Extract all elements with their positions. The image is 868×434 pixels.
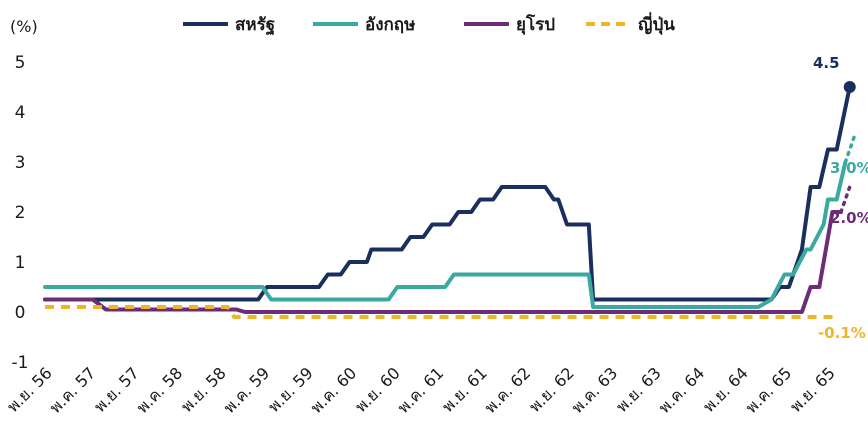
y-tick-label: 2 [15,203,26,223]
y-tick-label: 1 [15,253,26,273]
series-lines [43,81,856,319]
x-tick-label: พ.ย. 57 [90,363,143,416]
legend-label-0: สหรัฐ [235,15,275,36]
legend-label-1: อังกฤษ [365,15,415,35]
series-line-2 [43,210,843,314]
x-tick-label: พ.ค. 63 [568,363,622,417]
end-label-3: -0.1% [818,324,866,342]
series-line-0 [43,85,852,302]
y-tick-label: 3 [15,153,26,173]
x-axis-ticks: พ.ย. 56พ.ค. 57พ.ย. 57พ.ค. 58พ.ย. 58พ.ค. … [3,363,839,417]
x-tick-label: พ.ย. 64 [699,363,752,416]
x-tick-label: พ.ย. 62 [525,363,578,416]
y-tick-label: 5 [15,53,26,73]
x-tick-label: พ.ย. 63 [612,363,665,416]
x-tick-label: พ.ค. 62 [481,363,535,417]
x-tick-label: พ.ย. 60 [351,363,404,416]
x-tick-label: พ.ค. 58 [133,363,187,417]
series-line-1 [43,160,848,309]
x-tick-label: พ.ย. 59 [264,363,317,416]
x-tick-label: พ.ย. 65 [786,363,839,416]
end-label-1: 3.0% [830,159,868,177]
x-tick-label: พ.ค. 60 [307,363,361,417]
y-axis-unit: (%) [10,17,38,36]
end-label-0: 4.5 [813,54,840,72]
series-end-marker-0 [843,81,856,93]
end-label-2: 2.0% [830,209,868,227]
y-tick-label: 4 [15,103,26,123]
legend-label-3: ญี่ปุ่น [638,12,675,35]
x-tick-label: พ.ค. 65 [742,363,796,417]
x-tick-label: พ.ย. 61 [438,363,491,416]
y-axis-ticks: 5 4 3 2 1 0 -1 [12,53,29,373]
y-tick-label: 0 [15,303,26,323]
legend: สหรัฐ อังกฤษ ยุโรป ญี่ปุ่น [183,12,675,36]
x-tick-label: พ.ย. 58 [177,363,230,416]
x-tick-label: พ.ค. 64 [655,363,709,417]
end-labels: 4.5 3.0% 2.0% -0.1% [813,54,868,342]
x-tick-label: พ.ค. 59 [220,363,274,417]
y-tick-label: -1 [12,353,29,373]
legend-label-2: ยุโรป [516,14,555,35]
x-tick-label: พ.ค. 61 [394,363,448,417]
x-tick-label: พ.ค. 57 [46,363,100,417]
